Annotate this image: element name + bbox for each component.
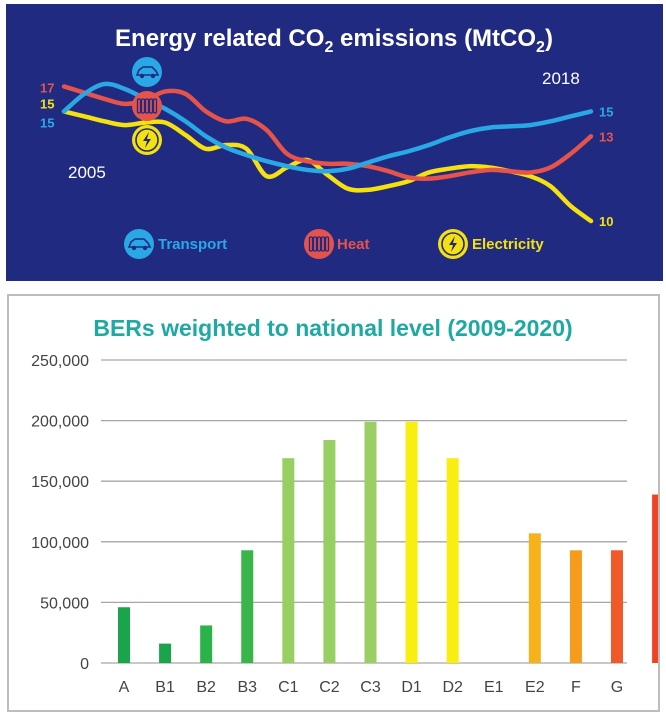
- x-tick-label: C3: [360, 679, 381, 696]
- start-value-heat: 17: [40, 80, 54, 95]
- legend-item-transport: Transport: [124, 229, 227, 259]
- car-icon: [127, 238, 152, 251]
- emission-series-icons: [132, 57, 162, 155]
- end-value-label: 13: [599, 129, 613, 144]
- x-tick-label: E1: [484, 679, 504, 696]
- emissions-chart-panel: Energy related CO2 emissions (MtCO2) 200…: [6, 4, 663, 281]
- y-tick-label: 250,000: [31, 353, 89, 370]
- emissions-chart-title: Energy related CO2 emissions (MtCO2): [115, 25, 553, 56]
- bar-extra: [652, 494, 665, 663]
- radiator-icon-badge: [132, 91, 162, 121]
- end-value-label: 15: [599, 104, 613, 119]
- x-tick-label: B1: [155, 679, 175, 696]
- x-tick-label: D1: [401, 679, 422, 696]
- bar-d1: [405, 421, 418, 663]
- x-tick-label: E2: [525, 679, 545, 696]
- x-tick-label: B3: [237, 679, 257, 696]
- y-tick-label: 0: [80, 656, 89, 673]
- bar-b2: [200, 625, 213, 663]
- car-icon: [135, 66, 160, 79]
- ber-chart-title: BERs weighted to national level (2009-20…: [93, 315, 572, 341]
- bar-c2: [323, 439, 336, 663]
- legend-label-electricity: Electricity: [472, 236, 544, 253]
- bar-a: [118, 607, 130, 663]
- lightning-icon: [441, 232, 465, 256]
- bar-d2: [446, 458, 459, 663]
- x-tick-label: C1: [278, 679, 299, 696]
- ber-y-axis-ticks: 0 50,000 100,000 150,000 200,000 250,000: [31, 353, 89, 673]
- bar-e2: [528, 533, 541, 663]
- x-tick-label: D2: [442, 679, 463, 696]
- bar-b1: [159, 643, 172, 663]
- x-tick-label: C2: [319, 679, 340, 696]
- emissions-line-chart: Energy related CO2 emissions (MtCO2) 200…: [6, 4, 663, 281]
- radiator-icon: [308, 236, 330, 252]
- legend-item-electricity: Electricity: [438, 229, 544, 259]
- legend-label-heat: Heat: [337, 236, 370, 253]
- x-tick-label: A: [119, 679, 130, 696]
- lightning-icon: [135, 128, 159, 152]
- y-tick-label: 200,000: [31, 414, 89, 431]
- bar-g: [611, 550, 623, 663]
- radiator-icon-badge: [304, 229, 334, 259]
- legend-item-heat: Heat: [304, 229, 370, 259]
- emissions-legend: Transport Heat Electricity: [124, 229, 544, 259]
- car-icon-badge: [132, 57, 162, 87]
- ber-gridlines: [101, 359, 627, 664]
- legend-label-transport: Transport: [158, 236, 227, 253]
- x-tick-label: G: [611, 679, 623, 696]
- x-tick-label: F: [571, 679, 581, 696]
- bar-c3: [364, 421, 377, 663]
- bar-b3: [241, 550, 254, 663]
- start-value-electricity: 15: [40, 96, 54, 111]
- bar-f: [569, 550, 582, 663]
- y-tick-label: 100,000: [31, 535, 89, 552]
- radiator-icon: [136, 98, 158, 114]
- car-icon-badge: [124, 229, 154, 259]
- y-tick-label: 50,000: [40, 595, 89, 612]
- y-tick-label: 150,000: [31, 474, 89, 491]
- bar-c1: [282, 458, 295, 663]
- end-year-label: 2018: [542, 69, 580, 88]
- ber-x-axis-labels: A B1 B2 B3 C1 C2 C3 D1 D2 E1 E2 F G: [119, 679, 624, 696]
- x-tick-label: B2: [196, 679, 216, 696]
- end-value-label: 10: [599, 214, 613, 229]
- emissions-chart-background: [6, 4, 663, 281]
- start-value-transport: 15: [40, 115, 54, 130]
- ber-bar-chart: BERs weighted to national level (2009-20…: [31, 315, 665, 696]
- start-year-label: 2005: [68, 163, 106, 182]
- ber-chart-panel: BERs weighted to national level (2009-20…: [7, 294, 665, 712]
